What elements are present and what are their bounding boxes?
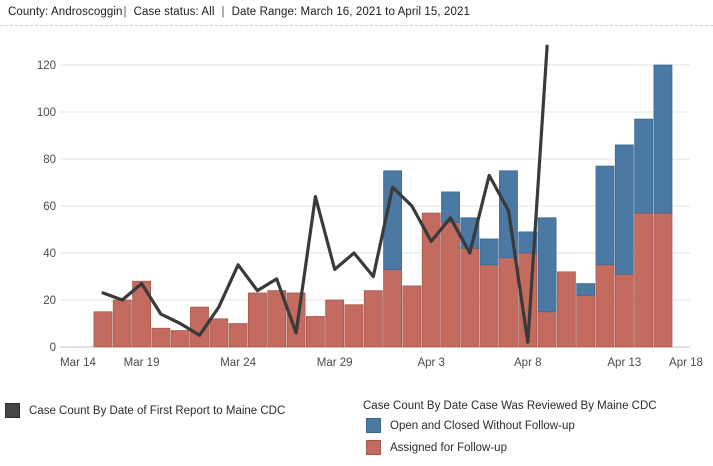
case-status-filter[interactable]: Case status: All [133,6,215,18]
line-series-swatch[interactable] [5,403,20,418]
y-axis-label-80: 80 [43,154,56,166]
bar-assigned-Apr-5[interactable] [460,247,480,348]
bar-assigned-Apr-7[interactable] [499,257,518,348]
bar-assigned-Mar-29[interactable] [325,299,345,348]
bar-assigned-Apr-1[interactable] [383,269,403,348]
bar-assigned-Mar-20[interactable] [151,327,171,348]
x-axis-label-Mar-24: Mar 24 [220,357,256,369]
bar-assigned-Mar-28[interactable] [305,316,325,348]
y-axis-label-40: 40 [43,248,56,260]
bar-assigned-Mar-17[interactable] [93,311,113,348]
bar-assigned-Apr-6[interactable] [479,264,499,348]
bar-open-closed-Apr-8[interactable] [518,231,538,254]
bar-assigned-Mar-22[interactable] [190,306,209,348]
x-axis-label-Mar-29: Mar 29 [317,357,353,369]
bar-assigned-Apr-3[interactable] [421,212,441,348]
legend-item-open-closed[interactable]: Open and Closed Without Follow-up [366,418,657,433]
open-closed-label: Open and Closed Without Follow-up [390,419,575,432]
legend-bar-series: Case Count By Date Case Was Reviewed By … [363,400,657,462]
assigned-label: Assigned for Follow-up [390,441,507,454]
bar-assigned-Apr-2[interactable] [402,285,422,348]
x-axis-label-Apr-18: Apr 18 [669,357,703,369]
bar-assigned-Mar-23[interactable] [209,318,229,348]
x-axis-label-Apr-3: Apr 3 [417,357,445,369]
bar-assigned-Mar-30[interactable] [344,304,364,348]
county-filter[interactable]: County: Androscoggin [8,6,123,18]
date-range-filter[interactable]: Date Range: March 16, 2021 to April 15, … [231,6,470,18]
bar-assigned-Mar-26[interactable] [267,290,287,348]
bar-assigned-Apr-14[interactable] [634,212,654,348]
line-first-report-to-cdc[interactable] [101,44,549,344]
bar-assigned-Apr-9[interactable] [537,311,557,348]
bar-open-closed-Apr-14[interactable] [634,118,654,214]
bar-assigned-Mar-19[interactable] [132,280,151,348]
bar-assigned-Apr-10[interactable] [556,271,576,348]
bar-assigned-Mar-18[interactable] [112,299,132,348]
bar-open-closed-Apr-11[interactable] [576,283,596,296]
x-axis-label-Mar-14: Mar 14 [60,357,96,369]
bar-assigned-Mar-31[interactable] [363,290,383,348]
bar-open-closed-Apr-4[interactable] [441,191,460,223]
legend-item-assigned[interactable]: Assigned for Follow-up [366,440,657,455]
open-closed-swatch[interactable] [366,418,381,433]
bar-legend-title: Case Count By Date Case Was Reviewed By … [363,400,657,412]
bar-open-closed-Apr-15[interactable] [653,64,673,214]
y-axis-label-0: 0 [50,342,56,354]
bar-assigned-Mar-27[interactable] [286,292,306,348]
bar-assigned-Mar-24[interactable] [228,323,248,348]
legend-line-series: Case Count By Date of First Report to Ma… [5,403,285,418]
header-divider [0,25,713,26]
bar-assigned-Apr-4[interactable] [441,222,460,348]
y-axis-label-20: 20 [43,295,56,307]
bar-assigned-Apr-13[interactable] [614,273,634,348]
x-axis-label-Apr-8: Apr 8 [514,357,542,369]
bar-assigned-Apr-12[interactable] [595,264,615,348]
y-axis-label-60: 60 [43,201,56,213]
header-separator: | [221,6,225,18]
line-series-label: Case Count By Date of First Report to Ma… [29,404,286,417]
bar-open-closed-Apr-6[interactable] [479,238,499,266]
x-axis-label-Mar-19: Mar 19 [124,357,160,369]
bar-assigned-Mar-21[interactable] [170,330,190,348]
y-axis-label-120: 120 [37,60,56,72]
bar-open-closed-Apr-9[interactable] [537,217,557,313]
header-separator: | [123,6,127,18]
bar-open-closed-Apr-1[interactable] [383,170,403,270]
y-axis-label-100: 100 [37,107,56,119]
assigned-swatch[interactable] [366,440,381,455]
bar-assigned-Mar-25[interactable] [248,292,267,348]
bar-open-closed-Apr-13[interactable] [614,144,634,275]
filter-header: County: Androscoggin| Case status: All | Da… [8,6,470,18]
bar-open-closed-Apr-12[interactable] [595,165,615,266]
x-axis-label-Apr-13: Apr 13 [607,357,641,369]
bar-assigned-Apr-15[interactable] [653,212,673,348]
bar-assigned-Apr-11[interactable] [576,294,596,348]
